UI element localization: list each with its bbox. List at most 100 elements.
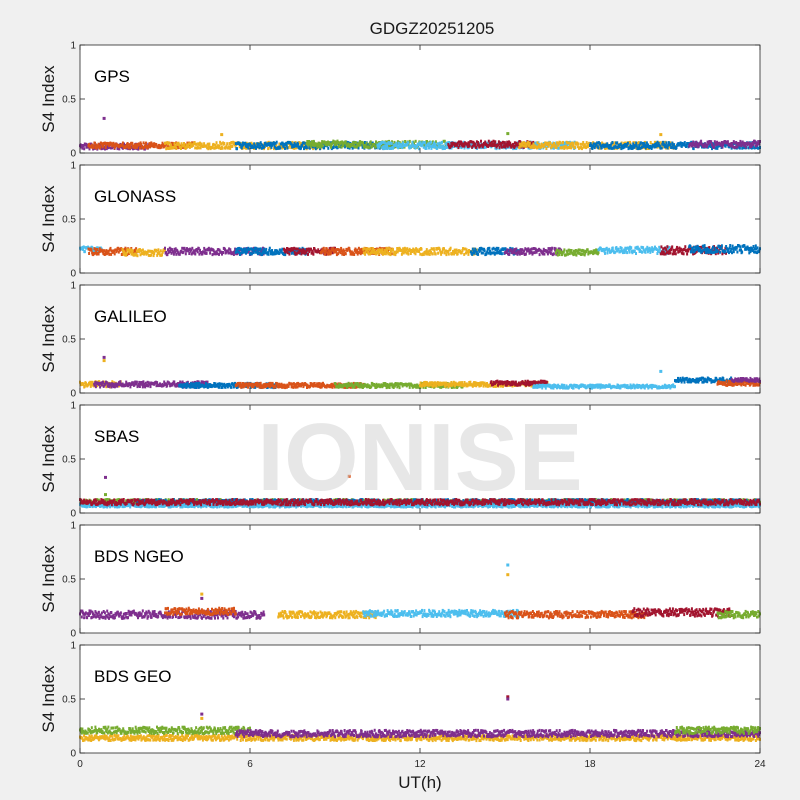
data-point (383, 141, 386, 145)
data-point (208, 142, 211, 146)
data-point (184, 252, 187, 256)
data-point (267, 147, 270, 151)
data-point (565, 144, 567, 148)
data-point (269, 143, 272, 147)
data-point (703, 244, 706, 248)
data-point (655, 144, 658, 148)
data-point (175, 252, 178, 256)
data-point (731, 142, 733, 146)
data-point (514, 144, 517, 148)
outlier-point (506, 132, 510, 136)
data-point (392, 145, 395, 149)
data-point (166, 253, 169, 257)
data-point (241, 144, 244, 148)
data-point (752, 142, 755, 146)
data-point (446, 141, 449, 145)
data-point (618, 145, 621, 149)
data-point (665, 248, 668, 252)
data-point (463, 146, 466, 150)
data-point (155, 143, 158, 147)
data-point (308, 146, 311, 150)
data-point (284, 146, 286, 150)
data-point (307, 143, 310, 147)
data-point (335, 145, 337, 149)
data-point (292, 145, 295, 148)
data-point (159, 253, 162, 257)
data-point (730, 146, 733, 150)
data-point (247, 146, 250, 150)
data-point (209, 251, 212, 255)
data-point (486, 382, 488, 385)
data-point (505, 143, 508, 147)
data-point (542, 145, 545, 149)
data-point (223, 142, 226, 145)
data-point (246, 143, 249, 147)
data-point (494, 143, 497, 147)
data-point (433, 249, 436, 253)
data-point (85, 145, 88, 149)
data-point (131, 141, 134, 145)
data-point (543, 144, 546, 148)
data-point (319, 142, 322, 146)
data-point (180, 250, 183, 254)
data-point (261, 143, 264, 147)
data-point (458, 143, 461, 147)
data-point (545, 147, 548, 150)
data-point (524, 142, 527, 145)
data-point (400, 252, 403, 256)
data-point (425, 146, 428, 150)
data-point (103, 249, 105, 253)
panel-label: GLONASS (94, 187, 176, 206)
data-point (666, 245, 669, 249)
data-point (334, 143, 337, 147)
data-point (189, 385, 192, 389)
data-point (638, 144, 641, 148)
data-point (456, 141, 459, 145)
data-point (571, 144, 574, 147)
data-point (670, 145, 673, 149)
data-point (398, 386, 401, 390)
data-point (638, 146, 641, 150)
data-point (532, 251, 534, 255)
data-point (755, 141, 758, 145)
data-point (382, 142, 385, 146)
data-point (692, 140, 695, 144)
data-point (205, 144, 208, 148)
data-point (460, 141, 463, 144)
data-point (90, 248, 93, 252)
data-point (489, 142, 492, 145)
data-point (434, 381, 437, 385)
data-point (142, 141, 145, 145)
data-point (719, 250, 722, 254)
data-point (408, 146, 411, 150)
data-point (667, 143, 670, 147)
data-point (197, 142, 200, 146)
data-point (450, 381, 453, 384)
data-point (95, 250, 98, 254)
y-tick-label: 0.5 (62, 215, 76, 226)
data-point (362, 143, 365, 147)
data-point (733, 141, 736, 145)
data-point (281, 146, 284, 150)
data-point (183, 143, 186, 147)
data-point (522, 144, 525, 148)
data-point (577, 142, 580, 146)
data-point (716, 146, 719, 150)
data-point (741, 146, 744, 150)
data-point (641, 141, 644, 145)
data-point (124, 246, 127, 250)
data-point (170, 141, 173, 145)
data-point (320, 142, 323, 146)
data-point (284, 253, 287, 257)
data-point (634, 144, 637, 148)
data-point (615, 141, 618, 145)
data-point (408, 139, 411, 143)
data-point (125, 253, 128, 257)
data-point (407, 141, 410, 145)
data-point (169, 145, 172, 149)
data-point (168, 141, 171, 145)
data-point (137, 248, 140, 252)
data-point (83, 147, 86, 151)
data-point (536, 141, 539, 145)
data-point (407, 143, 410, 147)
